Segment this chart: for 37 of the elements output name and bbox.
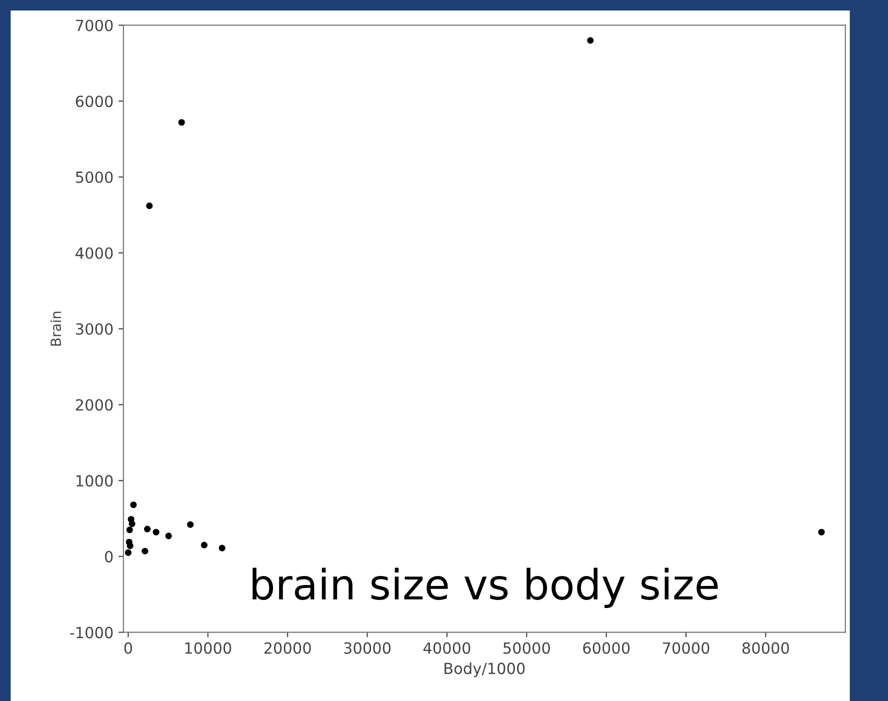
y-tick-label: 2000 (76, 399, 113, 411)
point (144, 526, 151, 532)
x-tick-label: 0 (124, 642, 132, 654)
point (146, 202, 153, 210)
y-axis-title: Brain (50, 312, 62, 346)
point (200, 542, 208, 548)
point (142, 548, 148, 554)
x-tick-label: 80000 (742, 642, 789, 654)
point (124, 549, 132, 556)
point (128, 520, 136, 528)
x-tick-label: 50000 (504, 642, 550, 654)
y-tick-label: 1000 (76, 475, 113, 487)
point (187, 521, 194, 528)
x-tick-label: 40000 (423, 642, 470, 654)
x-tick-label: 10000 (185, 642, 232, 654)
y-tick-label: 3000 (76, 323, 113, 335)
annotation: brain size vs body size (252, 568, 718, 608)
point (178, 119, 185, 126)
point (130, 502, 137, 508)
x-tick-label: 20000 (264, 642, 311, 654)
point (126, 526, 133, 534)
y-tick-label: 4000 (76, 247, 113, 259)
point (152, 528, 160, 536)
x-axis-title: Body/1000 (444, 662, 525, 678)
x-tick-label: 70000 (662, 642, 710, 654)
x-tick-label: 30000 (344, 642, 391, 654)
x-tick-label: 60000 (583, 642, 630, 654)
y-tick-label: 6000 (76, 96, 113, 108)
y-tick-label: -1000 (70, 626, 113, 638)
point (587, 37, 594, 44)
point (218, 544, 226, 552)
point (126, 542, 134, 550)
point (818, 528, 825, 536)
y-tick-label: 7000 (76, 20, 113, 32)
y-tick-label: 5000 (76, 171, 113, 184)
point (165, 532, 172, 540)
y-tick-label: 0 (104, 550, 113, 562)
